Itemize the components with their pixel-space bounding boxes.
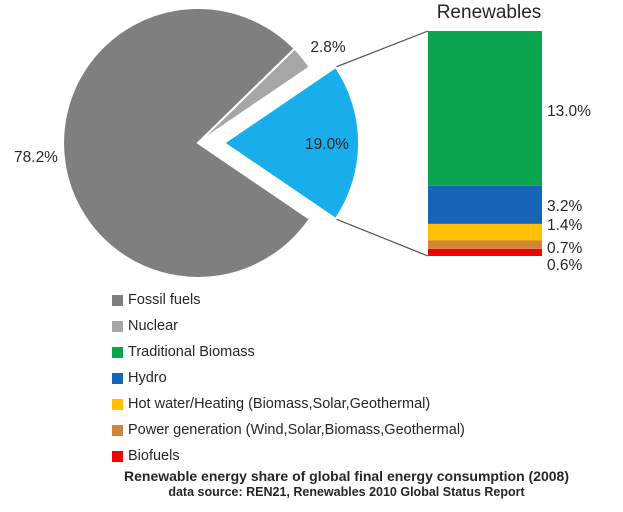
legend-label: Hydro [128, 370, 167, 386]
legend-swatch-icon [112, 346, 123, 358]
legend-swatch-icon [112, 424, 123, 436]
bar-value-label-hydro: 3.2% [547, 198, 583, 215]
pie-slice-renewables [222, 65, 360, 221]
legend-label: Power generation (Wind,Solar,Biomass,Geo… [128, 422, 465, 438]
bar-segment-traditional-biomass [428, 31, 542, 186]
bar-segment-power-generation-wind-solar-biomass-geothermal [428, 240, 542, 249]
caption-title: Renewable energy share of global final e… [124, 468, 569, 484]
legend-item-hot-water-heating-biomass-solar-geothermal: Hot water/Heating (Biomass,Solar,Geother… [112, 391, 465, 417]
caption-source: data source: REN21, Renewables 2010 Glob… [168, 485, 525, 499]
caption: Renewable energy share of global final e… [70, 468, 623, 499]
legend-item-power-generation-wind-solar-biomass-geothermal: Power generation (Wind,Solar,Biomass,Geo… [112, 417, 465, 443]
pie-value-label-nuclear: 2.8% [310, 39, 346, 56]
bar-segment-hot-water-heating-biomass-solar-geothermal [428, 223, 542, 241]
bar-value-label-power-generation-wind-solar-biomass-geothermal: 0.7% [547, 240, 583, 257]
bar-title: Renewables [436, 2, 542, 23]
legend-item-traditional-biomass: Traditional Biomass [112, 339, 465, 365]
bar-segment-hydro [428, 185, 542, 224]
legend-swatch-icon [112, 294, 123, 306]
legend: Fossil fuels Nuclear Traditional Biomass Hy… [112, 287, 465, 469]
legend-swatch-icon [112, 450, 123, 462]
legend-label: Hot water/Heating (Biomass,Solar,Geother… [128, 396, 431, 412]
pie-slice-fossil-fuels [62, 6, 312, 279]
pie-value-label-fossil-fuels: 78.2% [14, 149, 58, 166]
leader-line-bottom [335, 218, 429, 257]
legend-item-fossil-fuels: Fossil fuels [112, 287, 465, 313]
legend-swatch-icon [112, 372, 123, 384]
bar-value-label-hot-water-heating-biomass-solar-geothermal: 1.4% [547, 217, 583, 234]
bar-value-label-traditional-biomass: 13.0% [547, 103, 591, 120]
legend-label: Biofuels [128, 448, 180, 464]
legend-swatch-icon [112, 320, 123, 332]
legend-item-biofuels: Biofuels [112, 443, 465, 469]
leader-line-top [335, 30, 429, 68]
bar-segment-biofuels [428, 248, 542, 256]
bar-value-label-biofuels: 0.6% [547, 257, 583, 274]
pie-value-label-renewables: 19.0% [305, 136, 349, 153]
legend-label: Nuclear [128, 318, 178, 334]
legend-label: Fossil fuels [128, 292, 201, 308]
pie-slice-nuclear [197, 47, 312, 144]
legend-item-hydro: Hydro [112, 365, 465, 391]
legend-label: Traditional Biomass [128, 344, 255, 360]
legend-item-nuclear: Nuclear [112, 313, 465, 339]
legend-swatch-icon [112, 398, 123, 410]
